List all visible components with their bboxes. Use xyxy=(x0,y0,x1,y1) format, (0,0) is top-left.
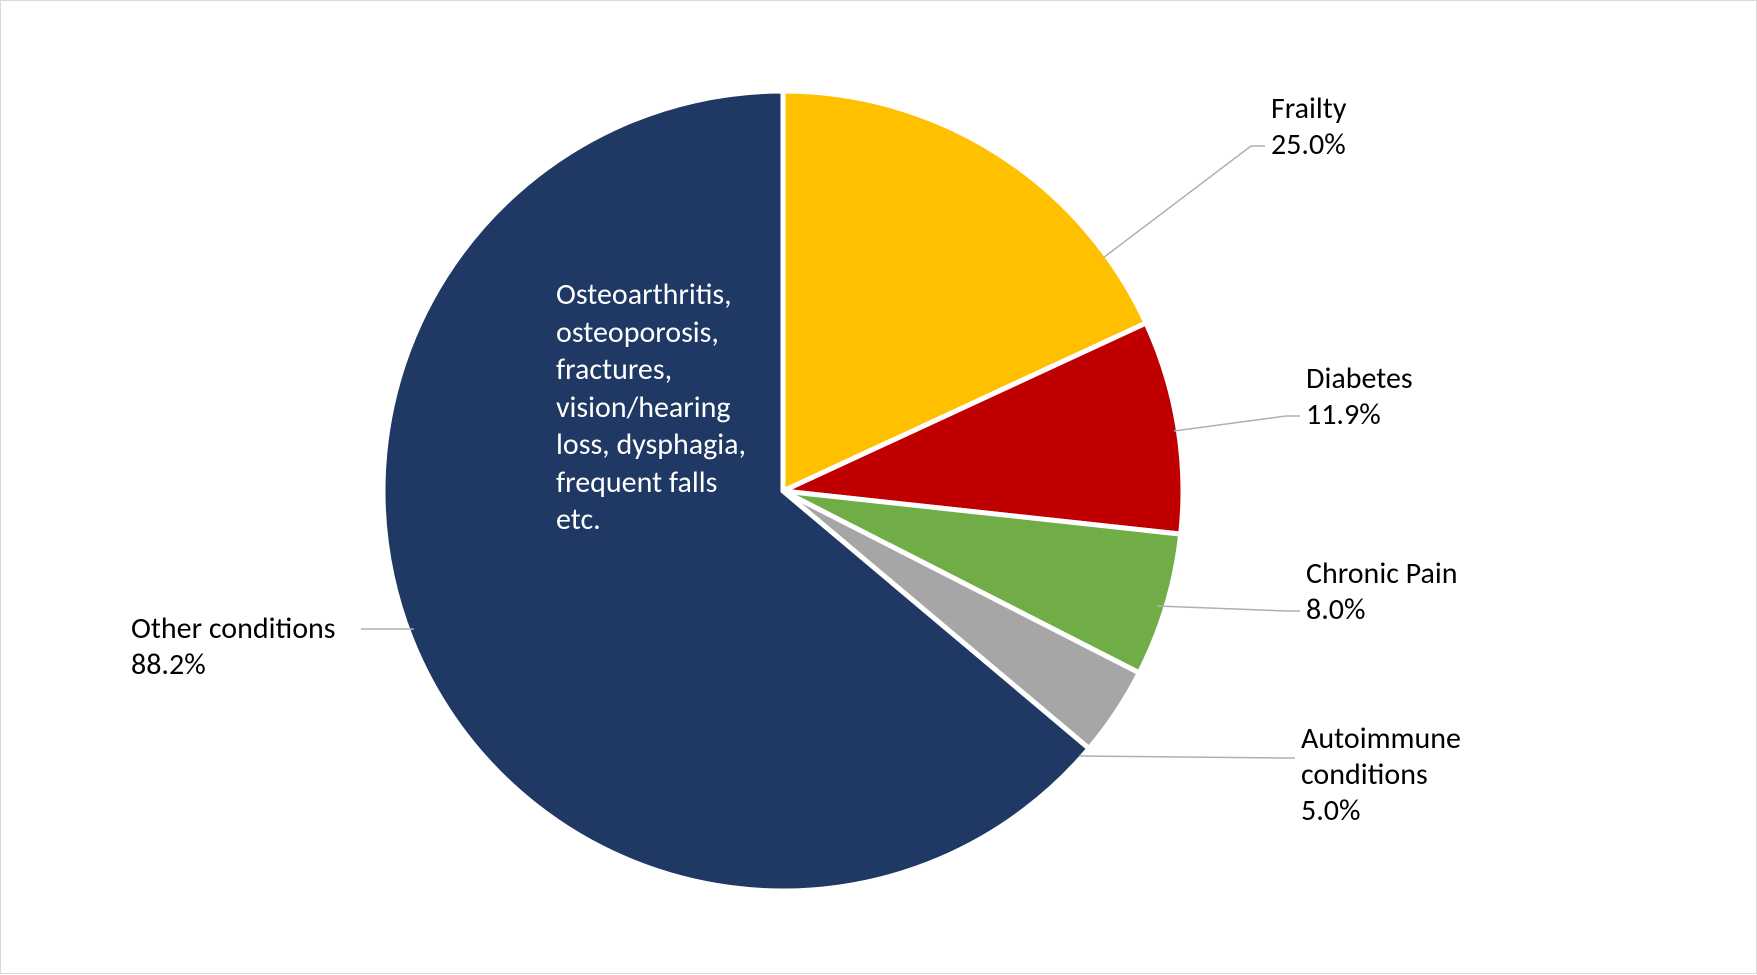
leader-frailty xyxy=(1103,146,1265,258)
label-chronic: Chronic Pain 8.0% xyxy=(1306,556,1458,628)
label-frailty: Frailty 25.0% xyxy=(1271,91,1346,163)
leader-autoimmune xyxy=(1079,756,1295,758)
label-other: Other conditions 88.2% xyxy=(131,611,336,683)
label-diabetes: Diabetes 11.9% xyxy=(1306,361,1413,433)
pie-svg xyxy=(1,1,1757,975)
pie-chart: Frailty 25.0% Diabetes 11.9% Chronic Pai… xyxy=(0,0,1757,974)
leader-chronic xyxy=(1157,606,1300,611)
label-other-inner: Osteoarthritis, osteoporosis, fractures,… xyxy=(556,276,746,539)
label-autoimmune: Autoimmune conditions 5.0% xyxy=(1301,721,1461,829)
leader-diabetes xyxy=(1174,416,1300,431)
